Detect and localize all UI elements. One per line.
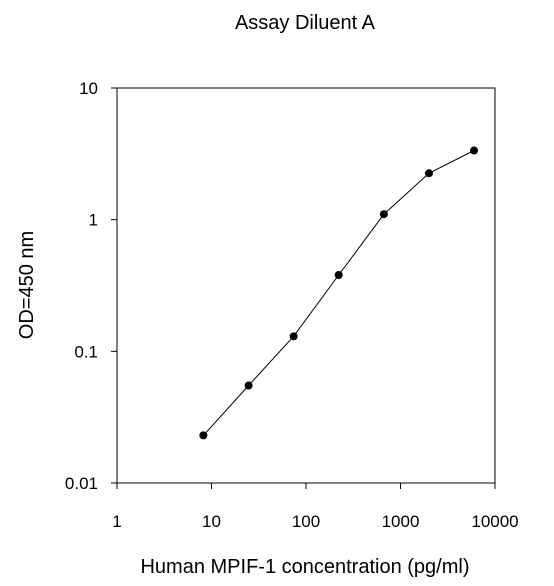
data-point (289, 332, 298, 341)
y-axis-label: OD=450 nm (16, 231, 38, 339)
x-tick-label: 10000 (471, 512, 518, 531)
data-point (334, 270, 343, 279)
x-tick-label: 100 (292, 512, 320, 531)
y-axis: 0.01 0.1 1 10 (65, 79, 117, 493)
data-point (470, 146, 479, 155)
y-tick-label: 10 (79, 79, 98, 98)
x-tick-label: 1000 (382, 512, 420, 531)
series-line (203, 150, 475, 436)
x-axis-label: Human MPIF-1 concentration (pg/ml) (140, 556, 469, 578)
y-tick-label: 1 (89, 211, 98, 230)
chart-title: Assay Diluent A (235, 12, 376, 34)
data-point (199, 431, 208, 440)
plot-frame (116, 87, 496, 484)
series-group (199, 146, 479, 440)
data-point (379, 210, 388, 219)
x-axis: 1 10 100 1000 10000 (112, 483, 519, 531)
y-tick-label: 0.01 (65, 474, 98, 493)
data-point (244, 381, 253, 390)
data-point (424, 169, 433, 178)
x-tick-label: 1 (112, 512, 121, 531)
x-tick-label: 10 (202, 512, 221, 531)
y-tick-label: 0.1 (74, 342, 98, 361)
